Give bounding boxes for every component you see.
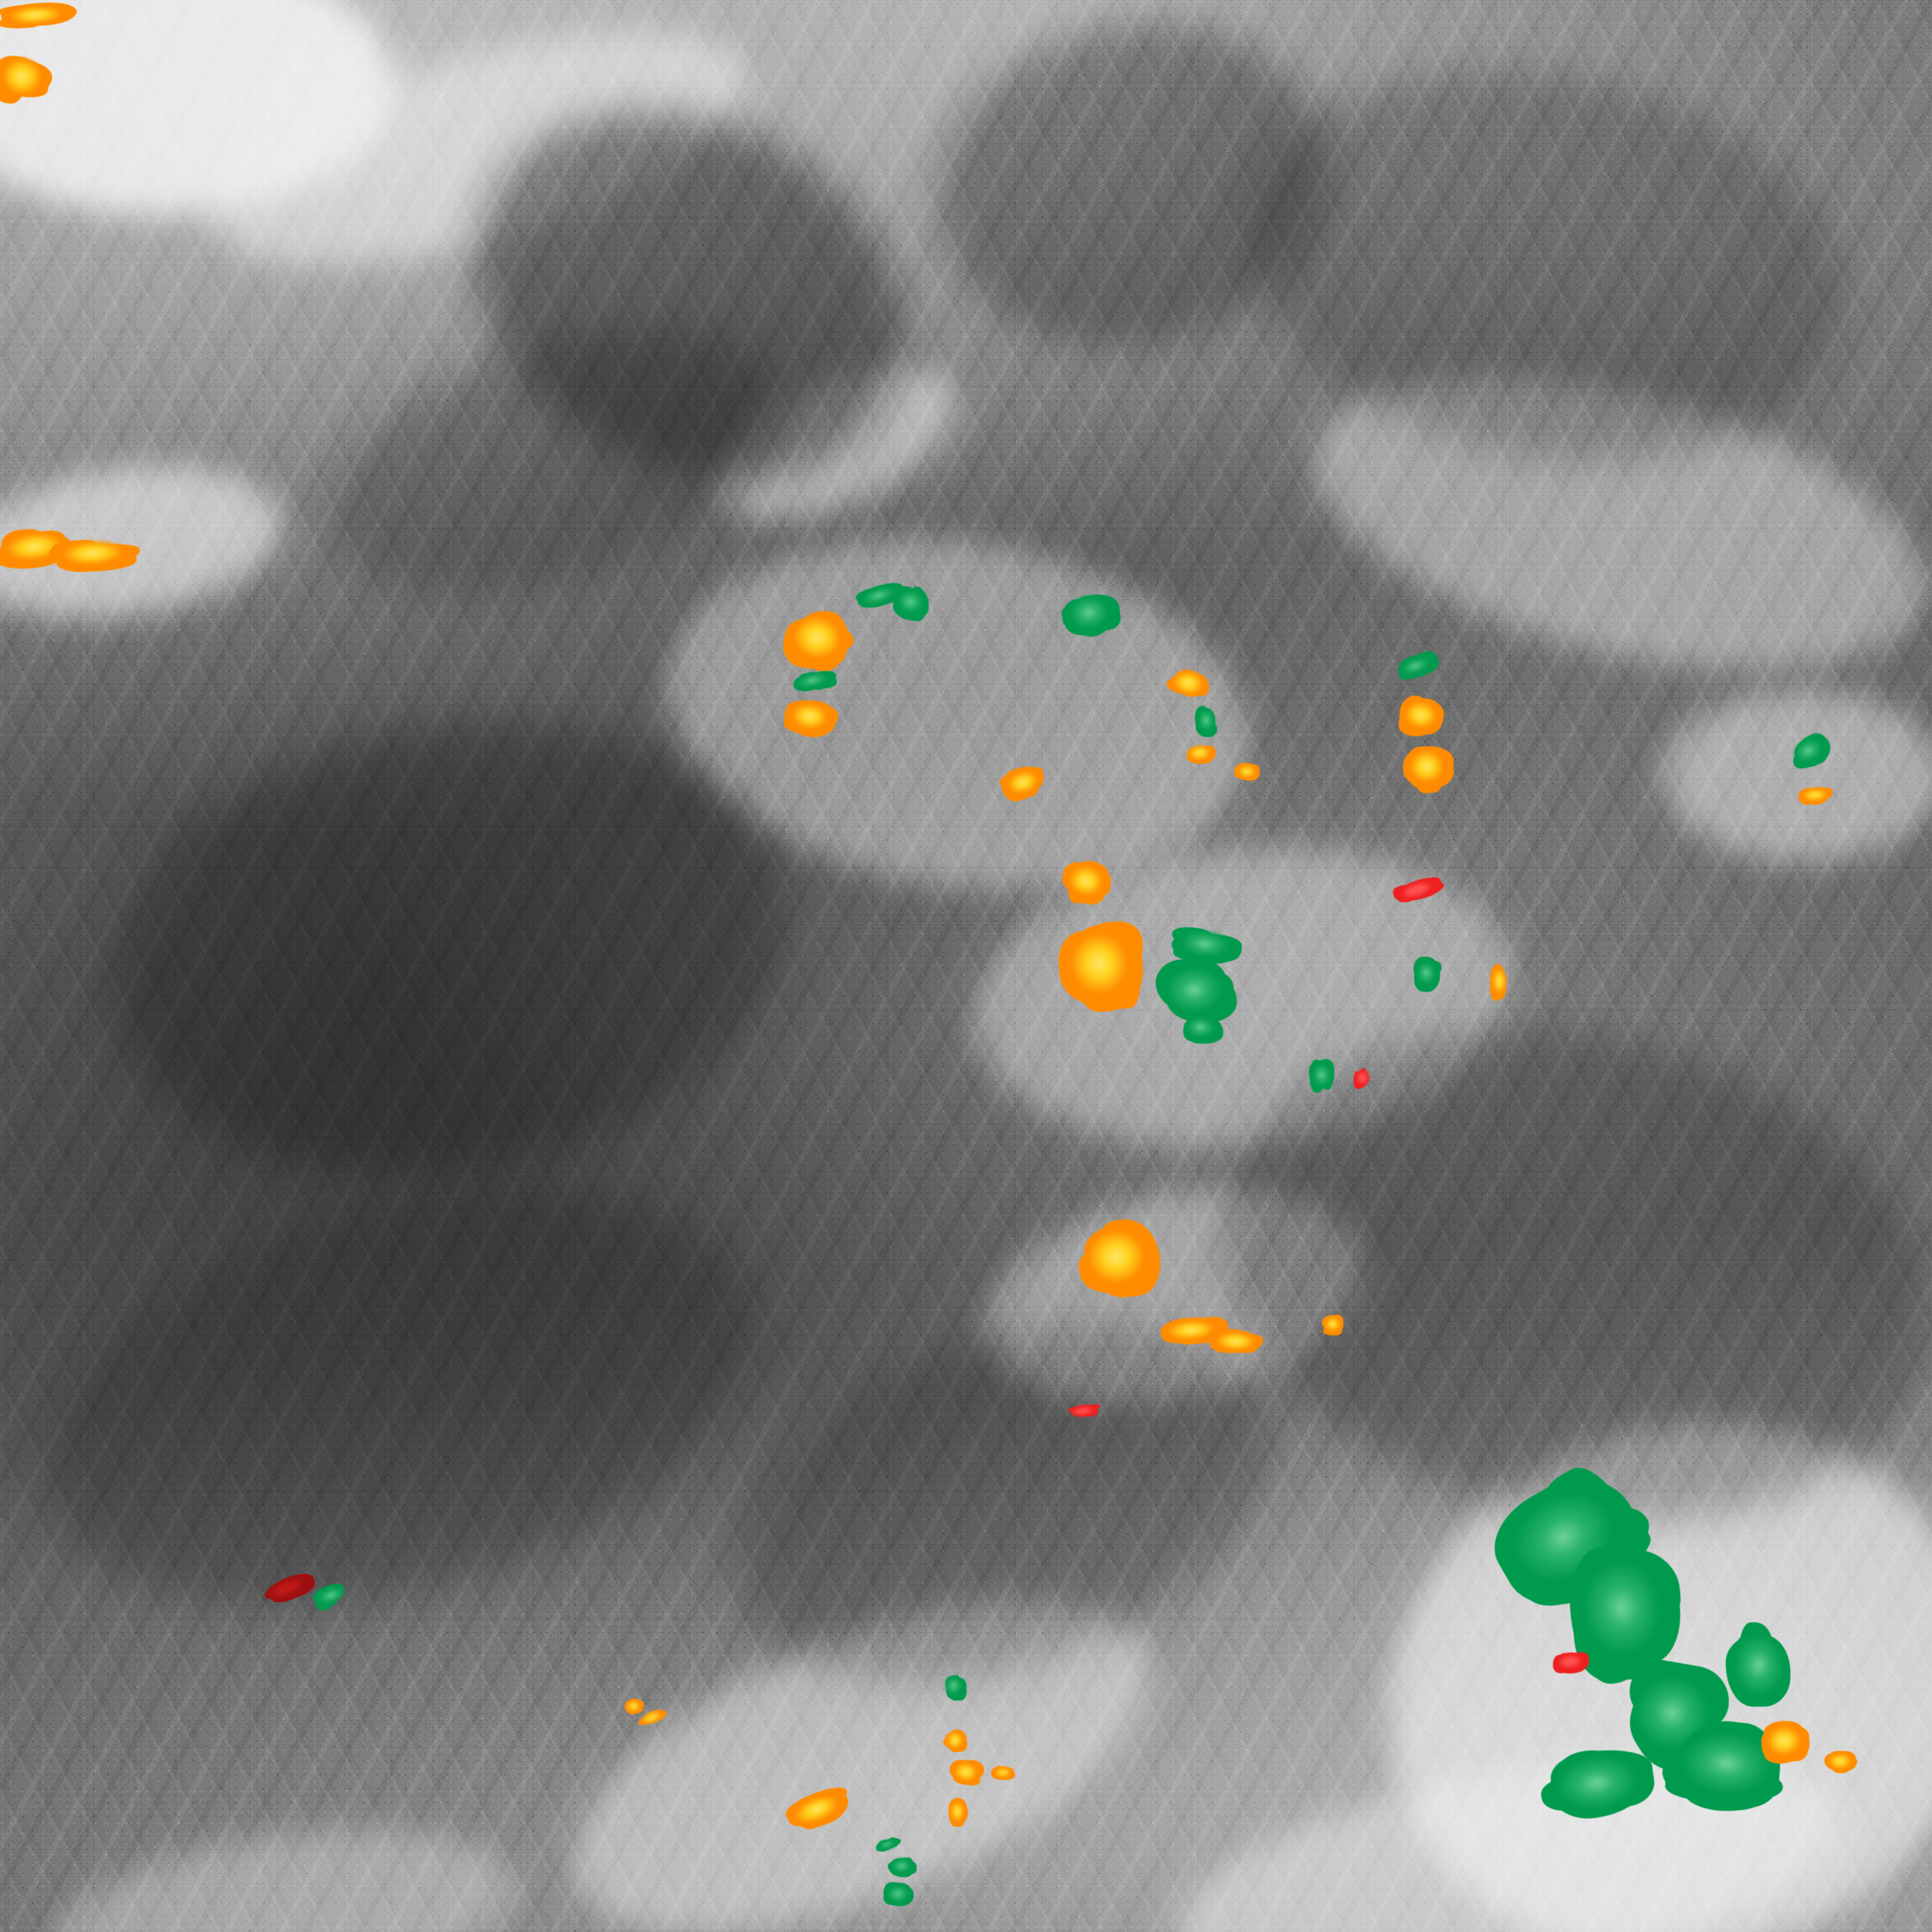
cluster-blob-green [1168,923,1246,968]
cluster-blob-green [1180,1012,1224,1045]
cluster-blob-orange [991,1766,1016,1781]
cluster-blob-orange [624,1699,645,1715]
cluster-blob-red [1354,1068,1372,1089]
cluster-blob-orange [781,1781,858,1839]
cluster-blob-green [1194,706,1219,738]
cluster-blob-orange [1207,1327,1267,1356]
cluster-blob-green [789,666,839,695]
cluster-blob-green [1309,1058,1336,1094]
cluster-blob-red [1066,1403,1101,1420]
cluster-blob-green [1659,1717,1801,1818]
cluster-blob-orange [778,603,859,678]
cluster-blob-green [1392,648,1443,684]
cluster-blob-red [1552,1649,1590,1675]
cluster-blob-green [1562,1539,1689,1688]
cluster-blob-orange [948,1757,986,1789]
cluster-blob-orange [1183,741,1217,765]
cluster-blob-darkred [257,1567,319,1610]
cluster-blob-orange [1164,663,1215,706]
cluster-blob-orange [1322,1314,1345,1335]
cluster-blob-orange [1157,1314,1230,1348]
cluster-blob-green [883,1882,915,1908]
cluster-blob-orange [635,1705,670,1730]
cluster-blob-orange [49,534,143,574]
cluster-blob-orange [1758,1718,1813,1766]
cluster-blob-orange [1489,964,1510,1002]
cluster-blob-green [853,578,908,614]
cluster-blob-orange [1058,857,1116,909]
cluster-blob-orange [1824,1750,1858,1774]
cluster-blob-green [891,585,932,622]
cluster-blob-orange [1234,763,1260,781]
cluster-blob-red [1391,872,1446,908]
cluster-blob-green [309,1578,356,1613]
cluster-blob-orange [0,47,57,110]
cluster-blob-green [1473,1447,1668,1631]
cluster-blob-orange [1797,785,1835,806]
cluster-blob-green [1534,1737,1667,1834]
cluster-blob-green [1784,727,1837,776]
cluster-blob-green [1153,957,1241,1029]
cluster-blob-orange [0,523,82,573]
cluster-blob-orange [1071,1214,1167,1306]
cluster-blob-orange [0,0,79,32]
cluster-blob-green [1724,1622,1798,1715]
cluster-blob-green [887,1856,918,1878]
cluster-blob-green [1058,586,1124,643]
cluster-blob-orange [943,1729,968,1753]
cluster-blob-green [942,1673,967,1701]
cluster-blob-green [1413,956,1441,992]
cluster-blob-green [873,1835,903,1854]
cluster-blob-orange [1396,694,1448,739]
cluster-blob-orange [1401,742,1455,795]
cluster-blob-orange [1055,917,1149,1016]
cluster-blob-green [1611,1654,1739,1782]
cluster-blob-orange [997,762,1051,805]
cluster-blob-orange [783,696,840,739]
cluster-blob-orange [948,1798,968,1827]
